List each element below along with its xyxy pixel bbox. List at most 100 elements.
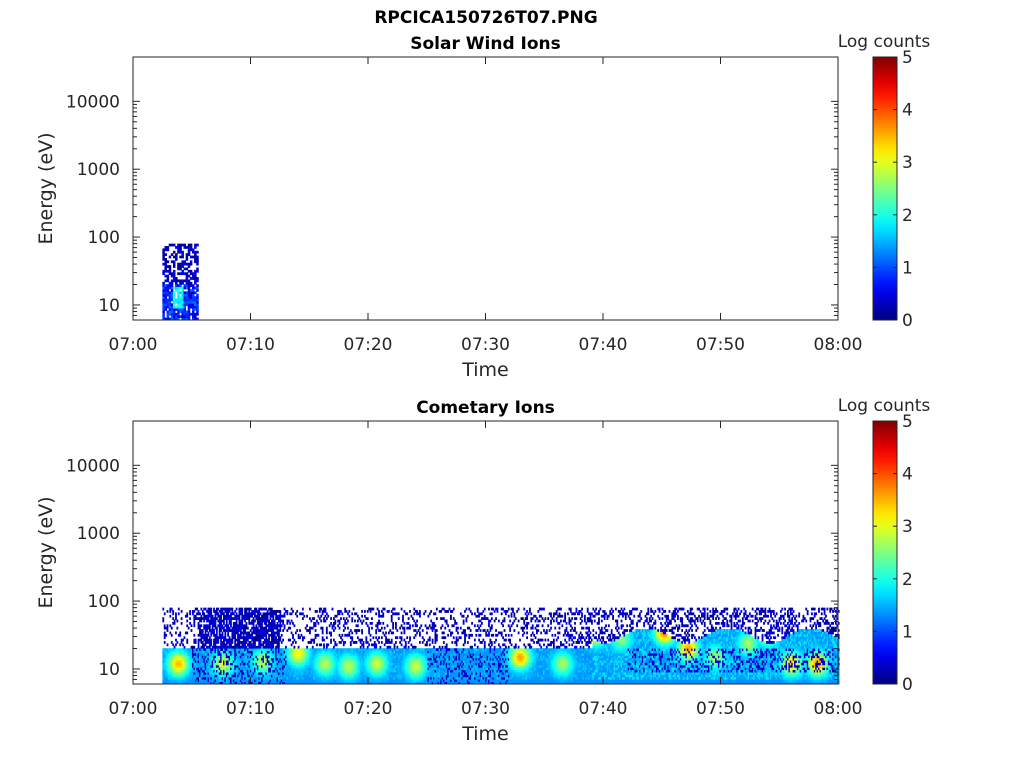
data-cell <box>272 610 275 613</box>
data-cell <box>238 619 241 623</box>
data-cell <box>210 641 213 644</box>
data-cell <box>296 679 299 683</box>
data-cell <box>172 621 175 625</box>
data-cell <box>285 652 287 656</box>
data-cell <box>452 624 455 628</box>
data-cell <box>173 667 176 671</box>
data-cell <box>445 645 448 649</box>
data-cell <box>321 660 324 663</box>
data-cell <box>166 669 169 673</box>
data-cell <box>277 641 280 644</box>
data-cell <box>214 638 217 642</box>
data-cell <box>292 648 294 651</box>
data-cell <box>287 674 290 678</box>
data-cell <box>164 293 168 297</box>
data-cell <box>231 648 234 651</box>
data-cell <box>183 655 186 659</box>
data-cell <box>204 638 207 642</box>
data-cell <box>304 650 307 654</box>
data-cell <box>177 305 180 309</box>
data-cell <box>265 662 268 666</box>
data-cell <box>277 619 280 623</box>
data-cell <box>187 312 191 316</box>
data-cell <box>303 669 306 673</box>
data-cell <box>235 681 238 685</box>
data-cell <box>169 610 172 613</box>
data-cell <box>199 672 201 675</box>
data-cell <box>193 655 196 659</box>
data-cell <box>237 681 239 685</box>
data-cell <box>182 667 184 671</box>
data-cell <box>225 676 228 680</box>
data-cell <box>390 617 393 620</box>
data-cell <box>189 660 191 663</box>
data-cell <box>309 672 311 675</box>
data-cell <box>221 655 224 659</box>
data-cell <box>258 621 261 625</box>
data-cell <box>268 638 270 642</box>
data-cell <box>287 657 290 661</box>
data-cell <box>238 655 241 659</box>
data-cell <box>234 652 237 656</box>
data-cell <box>183 267 187 271</box>
data-cell <box>299 629 301 632</box>
data-cell <box>313 662 316 666</box>
data-cell <box>251 652 254 656</box>
data-cell <box>221 662 224 666</box>
data-cell <box>241 607 244 611</box>
data-cell <box>262 650 265 654</box>
data-cell <box>297 662 300 666</box>
data-cell <box>301 648 304 651</box>
data-cell <box>311 669 314 673</box>
data-cell <box>196 662 199 666</box>
data-cell <box>173 619 176 623</box>
data-cell <box>450 617 452 620</box>
data-cell <box>199 667 201 671</box>
data-cell <box>207 619 210 623</box>
data-cell <box>244 652 246 656</box>
data-cell <box>262 631 265 635</box>
data-cell <box>261 662 263 666</box>
data-cell <box>252 674 255 678</box>
data-cell <box>172 652 175 656</box>
data-cell <box>194 607 197 611</box>
data-cell <box>272 681 275 685</box>
data-cell <box>323 655 325 659</box>
data-cell <box>168 293 172 297</box>
data-cell <box>172 308 176 311</box>
data-cell <box>266 652 269 656</box>
data-cell <box>235 607 238 611</box>
data-cell <box>180 672 183 675</box>
data-cell <box>252 664 255 668</box>
data-cell <box>276 645 279 649</box>
data-cell <box>269 633 272 637</box>
data-cell <box>338 619 341 623</box>
data-cell <box>316 633 318 637</box>
data-cell <box>241 664 244 668</box>
data-cell <box>282 660 285 663</box>
data-cell <box>230 614 232 618</box>
data-cell <box>290 655 293 659</box>
data-cell <box>248 652 251 656</box>
data-cell <box>244 667 246 671</box>
data-cell <box>237 660 239 663</box>
data-cell <box>201 610 204 613</box>
data-cell <box>249 641 252 644</box>
data-cell <box>211 629 214 632</box>
data-cell <box>221 650 224 654</box>
data-cell <box>245 681 248 685</box>
data-cell <box>316 676 318 680</box>
data-cell <box>414 621 417 625</box>
data-cell <box>248 676 251 680</box>
data-cell <box>206 681 208 685</box>
data-cell <box>340 641 342 644</box>
data-cell <box>311 655 314 659</box>
data-cell <box>241 643 244 647</box>
data-cell <box>294 648 297 651</box>
data-cell <box>186 641 189 644</box>
data-cell <box>175 664 177 668</box>
data-cell <box>251 610 254 613</box>
data-cell <box>259 645 262 649</box>
data-cell <box>289 674 292 678</box>
data-cell <box>434 624 437 628</box>
